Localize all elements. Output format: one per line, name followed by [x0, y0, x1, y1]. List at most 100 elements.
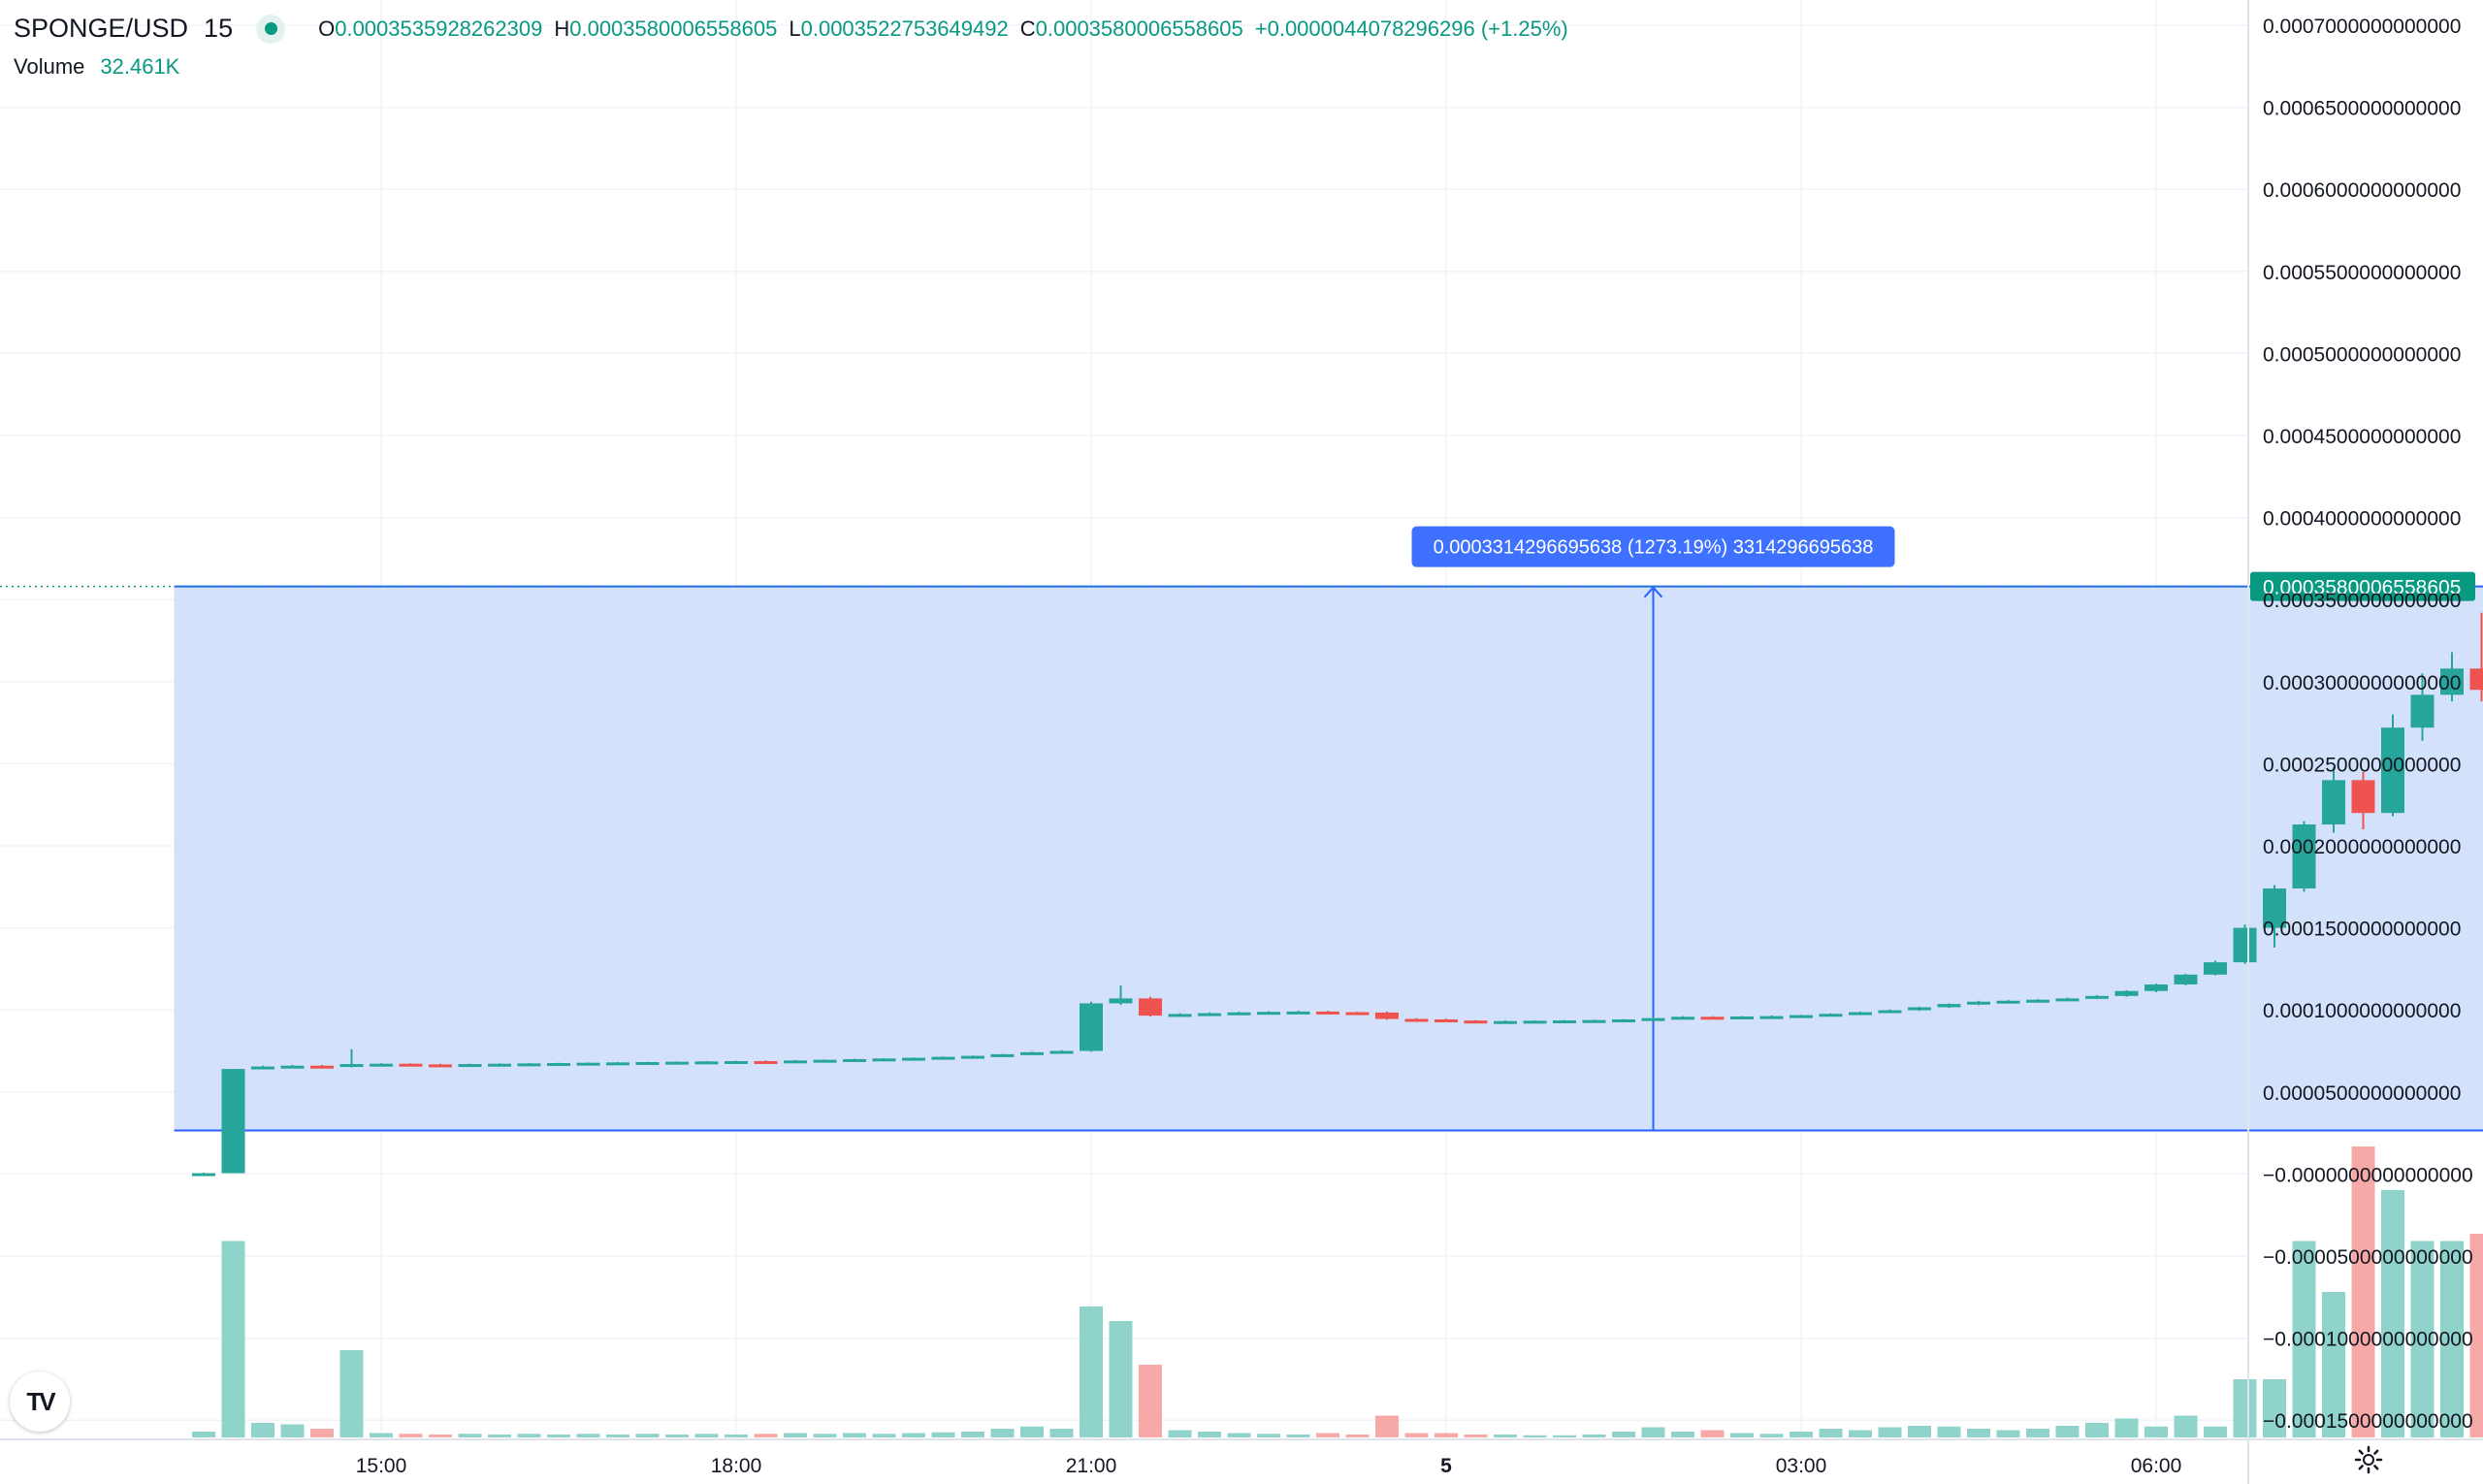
- price-tick-label: 0.0002000000000000: [2263, 836, 2461, 858]
- candle: [1671, 1016, 1694, 1020]
- candle-body: [902, 1057, 925, 1061]
- candle: [931, 1056, 955, 1060]
- volume-bar: [339, 1350, 364, 1437]
- tradingview-logo-icon[interactable]: TV: [10, 1371, 70, 1432]
- candle: [1316, 1011, 1339, 1015]
- volume-bar: [251, 1423, 274, 1437]
- candle-body: [694, 1061, 719, 1065]
- candle-body: [1523, 1020, 1547, 1024]
- volume-bar: [1612, 1432, 1635, 1437]
- last-price-line: 0.0003580006558605: [0, 571, 2475, 601]
- candle: [754, 1060, 778, 1064]
- volume-bar: [1582, 1435, 1606, 1437]
- candle: [872, 1057, 896, 1062]
- price-tick-label: 0.0005000000000000: [2263, 343, 2461, 366]
- volume-bar: [1316, 1433, 1339, 1437]
- volume-bar: [2322, 1292, 2345, 1437]
- candle-body: [458, 1064, 482, 1068]
- volume-bar: [784, 1433, 807, 1437]
- volume-bar: [547, 1435, 570, 1437]
- candle: [1523, 1020, 1547, 1024]
- volume-bar: [1257, 1434, 1280, 1437]
- candle: [1345, 1011, 1370, 1016]
- candle: [2085, 994, 2109, 1000]
- price-tick-label: 0.0006000000000000: [2263, 179, 2461, 202]
- candle: [1020, 1051, 1044, 1055]
- time-tick-label: 18:00: [711, 1455, 762, 1477]
- volume-bar: [1375, 1415, 1399, 1437]
- candle-body: [370, 1063, 393, 1067]
- candle-body: [1641, 1017, 1665, 1021]
- candle-body: [1790, 1015, 1813, 1018]
- volume-bar: [1109, 1321, 1133, 1437]
- volume-label[interactable]: Volume: [14, 54, 85, 79]
- volume-bar: [1849, 1430, 1872, 1437]
- volume-bar: [1759, 1434, 1784, 1437]
- volume-bar: [2144, 1426, 2168, 1437]
- volume-bar: [2440, 1241, 2464, 1437]
- candle-body: [2114, 990, 2139, 996]
- volume-bar: [1730, 1433, 1754, 1437]
- price-tick-label: 0.0001000000000000: [2263, 1000, 2461, 1022]
- price-tick-label: 0.0007000000000000: [2263, 16, 2461, 38]
- volume-bar: [576, 1434, 600, 1437]
- volume-bar: [2204, 1426, 2227, 1437]
- low-value: 0.0003522753649492: [800, 16, 1009, 41]
- candle-body: [1198, 1013, 1221, 1016]
- candle: [2144, 984, 2168, 992]
- price-tick-label: −0.0000000000000000: [2263, 1164, 2473, 1186]
- candle: [2263, 885, 2286, 948]
- candle: [2026, 999, 2049, 1003]
- volume-bar: [1967, 1429, 1990, 1437]
- measure-tool[interactable]: 0.0003314296695638 (1273.19%) 3314296695…: [174, 526, 2483, 1132]
- volume-bar: [1168, 1430, 1192, 1437]
- candle: [2174, 973, 2198, 985]
- open-value: 0.0003535928262309: [335, 16, 543, 41]
- volume-bar: [635, 1434, 660, 1437]
- volume-bar: [1878, 1427, 1902, 1437]
- volume-bar: [990, 1429, 1015, 1437]
- volume-bar: [280, 1424, 305, 1437]
- symbol-name[interactable]: SPONGE/USD: [14, 14, 189, 43]
- price-tick-label: 0.0003500000000000: [2263, 590, 2461, 612]
- candle-body: [872, 1058, 896, 1062]
- price-tick-label: −0.0000500000000000: [2263, 1246, 2473, 1269]
- market-status-icon[interactable]: [256, 14, 286, 44]
- price-tick-label: 0.0004000000000000: [2263, 508, 2461, 531]
- measure-arrow-icon: [1643, 586, 1663, 598]
- measure-range-box: [174, 586, 2483, 1131]
- volume-bar: [1139, 1365, 1162, 1437]
- gear-icon[interactable]: [2354, 1445, 2383, 1474]
- volume-bar: [1819, 1429, 1843, 1437]
- volume-bar: [192, 1432, 215, 1437]
- candle: [339, 1048, 364, 1068]
- candle: [1553, 1019, 1576, 1024]
- volume-bar: [370, 1433, 393, 1437]
- interval-label[interactable]: 15: [204, 14, 234, 43]
- candle: [251, 1065, 274, 1070]
- volume-value: 32.461K: [100, 54, 180, 79]
- time-tick-label: 15:00: [356, 1455, 407, 1477]
- candle-body: [1109, 998, 1133, 1004]
- candle-body: [2263, 887, 2286, 928]
- volume-bar: [931, 1432, 955, 1437]
- candle: [1878, 1009, 1902, 1014]
- candle: [784, 1059, 807, 1064]
- candle: [1759, 1015, 1784, 1019]
- candle: [635, 1061, 660, 1066]
- volume-bar: [1435, 1433, 1458, 1437]
- price-tick-label: −0.0001000000000000: [2263, 1329, 2473, 1351]
- volume-bar: [1996, 1430, 2020, 1437]
- candle-body: [310, 1065, 334, 1069]
- candle: [1049, 1049, 1074, 1054]
- candle-body: [2410, 694, 2435, 728]
- candle-body: [961, 1055, 984, 1059]
- volume-bar: [961, 1432, 984, 1437]
- candle-body: [843, 1058, 866, 1062]
- volume-bar: [725, 1435, 748, 1437]
- volume-bar: [2085, 1423, 2109, 1437]
- candle-body: [1227, 1012, 1251, 1016]
- volume-bar: [872, 1434, 896, 1437]
- candle: [429, 1063, 452, 1068]
